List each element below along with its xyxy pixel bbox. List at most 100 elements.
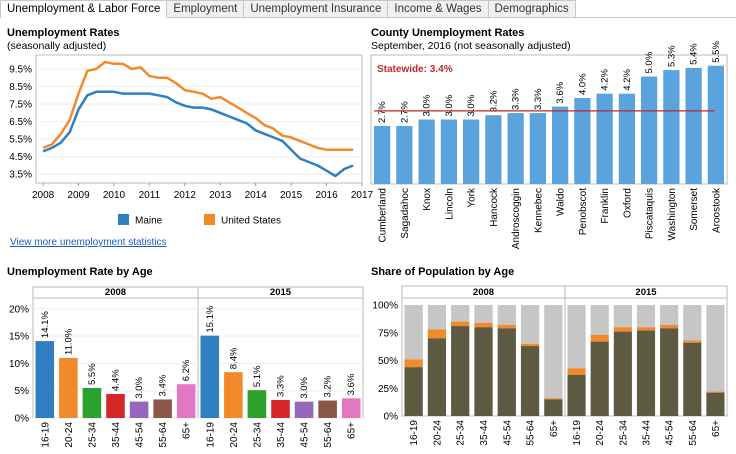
tab-bar: Unemployment & Labor Force Employment Un… <box>0 0 736 18</box>
age-label: 16-19 <box>572 420 583 446</box>
unemployment-rates-subtitle: (seasonally adjusted) <box>7 40 107 52</box>
county-label: Cumberland <box>378 188 389 242</box>
unemployment-rates-title: Unemployment Rates <box>7 27 120 39</box>
y-tick-label: 5% <box>15 386 30 397</box>
not-in-labor-force-segment <box>404 305 423 360</box>
age-label: 65+ <box>182 422 193 439</box>
bar-value-label: 5.5% <box>711 41 722 63</box>
county-label: Sagadahoc <box>400 188 411 239</box>
legend-swatch <box>204 214 215 225</box>
bar-value-label: 11.0% <box>63 328 74 355</box>
unemployed-segment <box>404 359 423 368</box>
not-in-labor-force-segment <box>427 305 447 330</box>
county-bar <box>618 93 635 184</box>
age-label: 35-44 <box>276 422 287 448</box>
y-tick-label: 5.5% <box>9 135 32 146</box>
bar-value-label: 4.4% <box>111 369 122 391</box>
county-bar <box>663 70 680 184</box>
bar-value-label: 3.3% <box>276 375 287 397</box>
y-tick-label: 6.5% <box>9 117 32 128</box>
series-line-united-states <box>42 60 354 151</box>
rate-by-age-title: Unemployment Rate by Age <box>7 266 153 278</box>
age-bar <box>129 401 149 418</box>
employed-segment <box>497 328 516 416</box>
x-tick-label: 2015 <box>280 190 303 201</box>
county-label: Piscataquis <box>645 188 656 239</box>
not-in-labor-force-segment <box>660 305 679 325</box>
y-tick-label: 15% <box>9 332 29 343</box>
not-in-labor-force-segment <box>613 305 632 328</box>
county-label: Knox <box>422 188 433 211</box>
tab-unemployment-labor-force[interactable]: Unemployment & Labor Force <box>0 0 168 18</box>
age-label: 65+ <box>549 420 560 437</box>
county-label: Franklin <box>600 188 611 224</box>
county-bar <box>529 113 546 184</box>
panel-year-label: 2015 <box>635 287 657 298</box>
age-bar <box>176 384 196 418</box>
age-label: 25-34 <box>87 422 98 448</box>
county-label: Lincoln <box>444 188 455 220</box>
unemployed-segment <box>567 368 586 375</box>
employed-segment <box>544 399 563 416</box>
age-bar <box>271 400 290 418</box>
not-in-labor-force-segment <box>636 305 656 328</box>
county-label: Androscoggin <box>511 188 522 249</box>
bar-value-label: 3.0% <box>444 94 455 116</box>
bar-value-label: 2.7% <box>377 101 388 123</box>
not-in-labor-force-segment <box>590 305 609 335</box>
population-by-age-title: Share of Population by Age <box>371 266 515 278</box>
county-bar <box>507 113 524 184</box>
county-bar <box>552 106 569 184</box>
y-tick-label: 9.5% <box>9 65 32 76</box>
county-label: Aroostook <box>711 187 722 233</box>
not-in-labor-force-segment <box>520 305 540 344</box>
employed-segment <box>404 367 423 416</box>
employed-segment <box>683 342 702 416</box>
age-bar <box>341 398 361 418</box>
county-label: Somerset <box>689 188 700 231</box>
y-tick-label: 8.5% <box>9 82 32 93</box>
county-label: Kennebec <box>533 188 544 233</box>
x-tick-label: 2013 <box>209 190 232 201</box>
x-tick-label: 2010 <box>103 190 126 201</box>
more-unemployment-stats-link[interactable]: View more unemployment statistics <box>10 237 167 248</box>
tab-demographics[interactable]: Demographics <box>487 0 576 17</box>
not-in-labor-force-segment <box>706 305 725 392</box>
bar-value-label: 3.6% <box>555 81 566 103</box>
unemployed-segment <box>636 327 656 331</box>
statewide-label: Statewide: 3.4% <box>377 64 453 75</box>
not-in-labor-force-segment <box>567 305 586 369</box>
employed-segment <box>706 392 725 416</box>
age-label: 55-64 <box>323 422 334 448</box>
x-tick-label: 2008 <box>32 190 55 201</box>
bar-value-label: 4.2% <box>600 68 611 90</box>
tab-employment[interactable]: Employment <box>166 0 245 17</box>
bar-value-label: 5.1% <box>252 365 263 387</box>
county-bar <box>463 119 480 184</box>
county-label: Oxford <box>622 188 633 218</box>
county-bar <box>440 119 457 184</box>
not-in-labor-force-segment <box>683 305 702 341</box>
county-bar <box>574 98 591 184</box>
age-bar <box>82 388 102 418</box>
county-bar <box>374 125 391 184</box>
y-tick-label: 25% <box>378 384 398 395</box>
bar-value-label: 3.0% <box>299 376 310 398</box>
county-label: Penobscot <box>578 188 589 235</box>
age-label: 16-19 <box>409 420 420 446</box>
age-label: 45-54 <box>300 422 311 448</box>
age-label: 25-34 <box>618 420 629 446</box>
y-tick-label: 0% <box>15 414 30 425</box>
age-label: 16-19 <box>40 422 51 448</box>
age-label: 55-64 <box>688 420 699 446</box>
county-label: Washington <box>667 188 678 240</box>
age-label: 25-34 <box>252 422 263 448</box>
tab-income-wages[interactable]: Income & Wages <box>387 0 489 17</box>
age-bar <box>35 341 55 418</box>
employed-segment <box>520 346 540 416</box>
bar-value-label: 5.5% <box>87 363 98 385</box>
not-in-labor-force-segment <box>544 305 563 399</box>
age-label: 20-24 <box>595 420 606 446</box>
y-tick-label: 50% <box>378 356 398 367</box>
